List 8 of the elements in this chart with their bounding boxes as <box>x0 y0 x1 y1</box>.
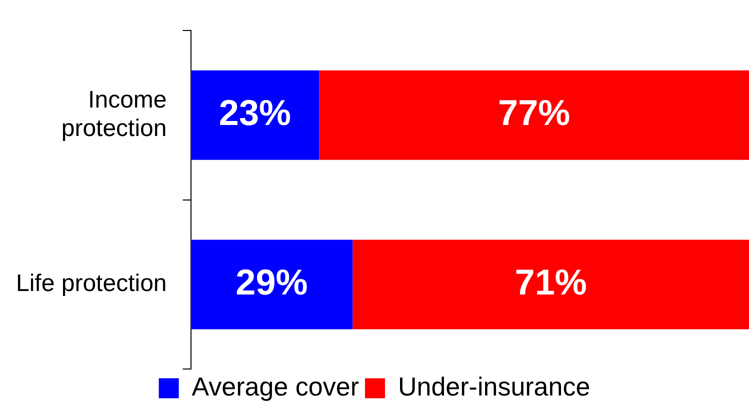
legend-label: Average cover <box>192 371 360 402</box>
legend-label: Under-insurance <box>398 371 590 402</box>
y-tick-label: Life protection <box>16 270 167 298</box>
data-label: 71% <box>514 261 587 302</box>
data-label: 23% <box>218 92 291 134</box>
y-tick-label: Income protection <box>61 86 167 142</box>
data-label: 77% <box>498 92 570 134</box>
data-label: 29% <box>236 261 308 302</box>
